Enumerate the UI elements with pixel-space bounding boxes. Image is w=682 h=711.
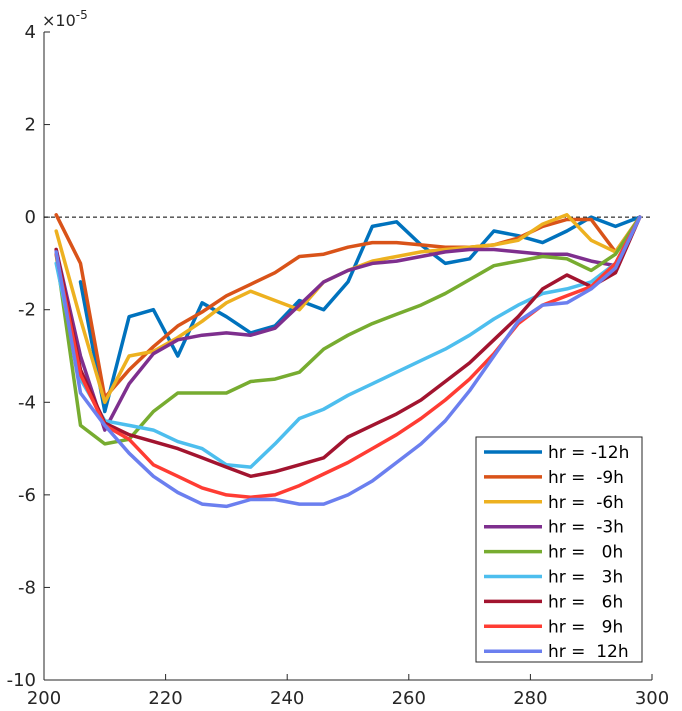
y-exponent-label: ×10-5	[42, 8, 88, 30]
y-tick-label: -2	[18, 300, 36, 321]
legend-entry: hr = -3h	[548, 518, 624, 538]
y-tick-label: -6	[18, 485, 36, 506]
legend-entry: hr = 9h	[548, 617, 623, 637]
y-tick-label: -8	[18, 577, 36, 598]
x-tick-label: 240	[270, 688, 304, 709]
legend: hr = -12h hr = -9h hr = -6h hr = -3h hr = 0h…	[475, 436, 643, 663]
series-line-6	[54, 215, 642, 469]
series-line-9	[54, 215, 642, 509]
series-line-5	[54, 215, 642, 446]
axes	[43, 31, 653, 681]
x-tick-label: 280	[513, 688, 547, 709]
series-lines	[54, 213, 642, 509]
series-line-2	[54, 213, 642, 400]
x-tick-label: 200	[27, 688, 61, 709]
x-tick-label: 260	[392, 688, 426, 709]
legend-entry: hr = -6h	[548, 493, 624, 513]
y-tick-label: 2	[25, 115, 36, 136]
series-line-4	[54, 215, 642, 432]
series-line-7	[54, 215, 642, 479]
x-tick-label: 220	[148, 688, 182, 709]
series-line-1	[78, 215, 642, 414]
y-tick-label: -10	[7, 670, 36, 691]
legend-entry: hr = 12h	[548, 642, 629, 662]
legend-entry: hr = 3h	[548, 568, 623, 588]
legend-entry: hr = -9h	[548, 468, 624, 488]
legend-entry: hr = 6h	[548, 592, 623, 612]
series-line-3	[54, 213, 642, 405]
y-tick-label: 0	[25, 207, 36, 228]
legend-box	[475, 436, 643, 663]
tick-labels: 200 220 240 260 280 300 -10 -8 -6 -4 -2 0 2 4	[7, 22, 670, 709]
y-tick-label: -4	[18, 392, 36, 413]
y-tick-label: 4	[25, 22, 36, 43]
legend-entry: hr = 0h	[548, 543, 623, 563]
x-tick-label: 300	[635, 688, 669, 709]
legend-entry: hr = -12h	[548, 443, 629, 463]
